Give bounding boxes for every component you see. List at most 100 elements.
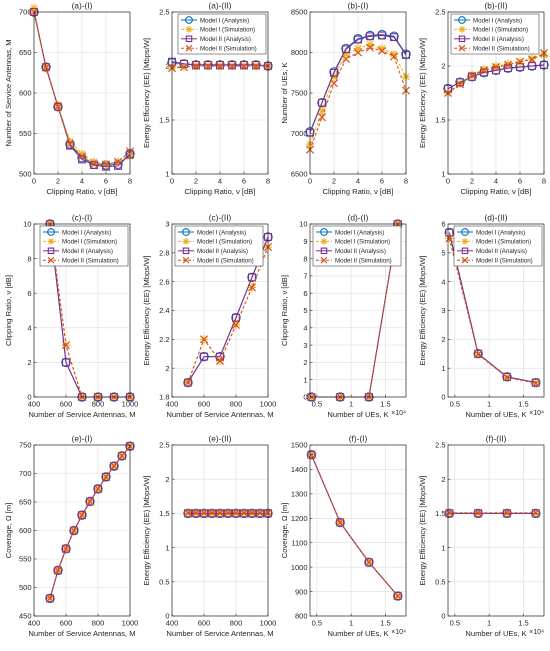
y-tick-label: 2 [27, 358, 31, 367]
series-m2s [183, 508, 273, 517]
legend-marker [185, 44, 193, 52]
data-point [53, 566, 63, 575]
axes-box [447, 223, 545, 398]
y-tick-label: 1.5 [159, 509, 169, 518]
data-point [54, 566, 62, 575]
data-point [364, 558, 373, 567]
legend-entry: Model I (Simulation) [335, 239, 390, 246]
y-tick-label: 3 [303, 341, 307, 350]
y-tick-label: 8000 [291, 48, 308, 57]
chart-panel-d1: 0 1 2 3 4 5 6 7 8 9 10 0.5 1 1.5 (d)-(I) Number of UEs,… [280, 213, 407, 419]
data-point [317, 106, 327, 116]
legend-entry: Model I (Analysis) [197, 229, 246, 236]
data-point [474, 508, 483, 517]
data-point [445, 234, 454, 243]
y-tick-label: 500 [19, 583, 32, 592]
x-axis-label: Clipping Ratio, ν [dB] [323, 187, 394, 196]
data-point [191, 61, 201, 71]
data-point [255, 508, 265, 517]
x-tick-label: 0 [308, 177, 312, 186]
x-axis-label: Number of Service Antennas, M [166, 629, 273, 638]
data-point [224, 509, 232, 518]
data-point [101, 160, 111, 169]
y-tick-label: 0 [303, 393, 307, 402]
legend-entry: Model II (Simulation) [473, 46, 530, 53]
chart-panel-a2: 1 1.5 2 2.5 0 2 4 6 8 (a)-(II) Clipping Ratio, ν [… [142, 1, 273, 196]
y-tick-label: 9 [303, 237, 307, 246]
y-tick-label: 8 [303, 254, 307, 263]
data-point [101, 472, 111, 481]
x-tick-label: 1.5 [380, 400, 390, 409]
y-axis-label: Energy Efficiency (EE) [Mbps/W] [418, 255, 427, 365]
data-point [527, 54, 537, 63]
x-tick-label: 1000 [122, 400, 139, 409]
y-tick-label: 800 [295, 612, 308, 621]
legend-marker [182, 238, 190, 245]
y-tick-label: 5 [303, 306, 307, 315]
series-line [447, 64, 545, 90]
legend-marker [182, 256, 190, 264]
data-point [86, 497, 94, 506]
x-tick-label: 1 [349, 619, 353, 628]
x-tick-label: 1.5 [380, 619, 390, 628]
data-point [467, 70, 477, 79]
data-point [474, 350, 483, 359]
chart-title: (f)-(II) [486, 434, 507, 444]
axes-box [171, 223, 269, 398]
chart-panel-c1: 0 2 4 6 8 10 400 600 800 1000 (c)-(I) Number of Ser… [4, 213, 138, 420]
x-tick-label: 800 [230, 619, 243, 628]
y-tick-label: 1500 [291, 441, 308, 450]
data-point [353, 48, 363, 57]
data-point [456, 78, 464, 87]
data-point [70, 526, 78, 535]
x-tick-label: 1 [487, 400, 491, 409]
data-point [54, 102, 62, 111]
chart-panel-b1: 6500 7000 7500 8000 8500 0 2 4 6 8 (b)-(I) Clipping… [280, 1, 411, 196]
chart-panel-e1: 450 500 550 600 650 700 750 400 600 800 1000 (e)-(I… [4, 434, 138, 639]
y-tick-label: 750 [19, 441, 32, 450]
x-tick-label: 800 [230, 400, 243, 409]
data-point [228, 60, 236, 69]
data-point [503, 59, 513, 69]
data-point [341, 54, 351, 64]
legend: Model I (Analysis) Model I (Simulation) Mo… [450, 13, 540, 55]
legend: Model I (Analysis) Model I (Simulation) Mo… [177, 13, 267, 55]
axes-box [171, 444, 269, 617]
axes-box [171, 11, 269, 175]
data-point [117, 451, 127, 460]
axes-box [33, 444, 131, 617]
x-tick-label: 4 [356, 177, 360, 186]
data-point [199, 335, 209, 344]
y-axis-label: Energy Efficiency (EE) [Mbps/W] [142, 38, 151, 148]
data-point [336, 518, 345, 527]
legend-marker [461, 228, 469, 236]
y-axis-label: Number of Service Antennas, M [4, 39, 13, 146]
x-axis-exponent: ×10⁴ [529, 629, 544, 636]
legend-entry: Model II (Analysis) [62, 248, 113, 255]
legend-marker [185, 35, 193, 43]
y-tick-label: 1.5 [159, 116, 169, 125]
data-point [29, 3, 39, 13]
chart-title: (c)-(II) [209, 213, 232, 223]
legend-entry: Model II (Analysis) [335, 248, 386, 255]
data-point [215, 508, 225, 517]
data-point [455, 79, 465, 88]
data-point [516, 63, 524, 72]
chart-title: (a)-(I) [72, 1, 93, 11]
chart-title: (e)-(II) [208, 434, 231, 444]
axes-box [309, 11, 407, 175]
y-tick-label: 2 [441, 335, 445, 344]
y-tick-label: 1 [165, 170, 169, 179]
y-tick-label: 0 [441, 393, 445, 402]
x-tick-label: 0.5 [312, 619, 322, 628]
legend-marker [47, 256, 55, 264]
data-point [239, 508, 249, 517]
data-point [110, 462, 118, 471]
data-point [78, 511, 86, 520]
y-tick-label: 7 [303, 272, 307, 281]
y-tick-label: 10 [299, 220, 307, 229]
data-point [365, 43, 375, 52]
series-m2s [167, 61, 273, 73]
chart-panel-f2: 0 0.5 1 1.5 2 2.5 0.5 1 1.5 (f)-(II) Number of UEs… [418, 434, 545, 638]
data-point [65, 140, 75, 149]
